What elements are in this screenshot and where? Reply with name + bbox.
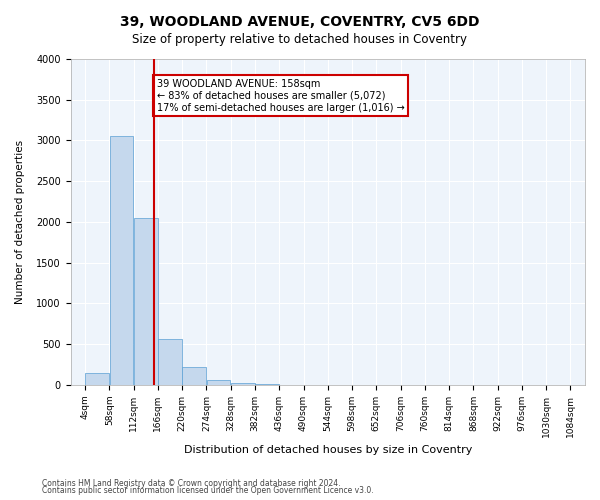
Bar — [110, 136, 133, 385]
Text: Contains HM Land Registry data © Crown copyright and database right 2024.: Contains HM Land Registry data © Crown c… — [42, 478, 341, 488]
Bar — [231, 383, 255, 385]
Bar — [85, 372, 109, 385]
Y-axis label: Number of detached properties: Number of detached properties — [15, 140, 25, 304]
Bar — [158, 339, 182, 385]
Text: 39, WOODLAND AVENUE, COVENTRY, CV5 6DD: 39, WOODLAND AVENUE, COVENTRY, CV5 6DD — [120, 15, 480, 29]
Bar — [207, 380, 230, 385]
Bar — [134, 218, 158, 385]
Text: Contains public sector information licensed under the Open Government Licence v3: Contains public sector information licen… — [42, 486, 374, 495]
X-axis label: Distribution of detached houses by size in Coventry: Distribution of detached houses by size … — [184, 445, 472, 455]
Text: Size of property relative to detached houses in Coventry: Size of property relative to detached ho… — [133, 32, 467, 46]
Bar — [182, 367, 206, 385]
Bar — [255, 384, 279, 385]
Text: 39 WOODLAND AVENUE: 158sqm
← 83% of detached houses are smaller (5,072)
17% of s: 39 WOODLAND AVENUE: 158sqm ← 83% of deta… — [157, 80, 404, 112]
